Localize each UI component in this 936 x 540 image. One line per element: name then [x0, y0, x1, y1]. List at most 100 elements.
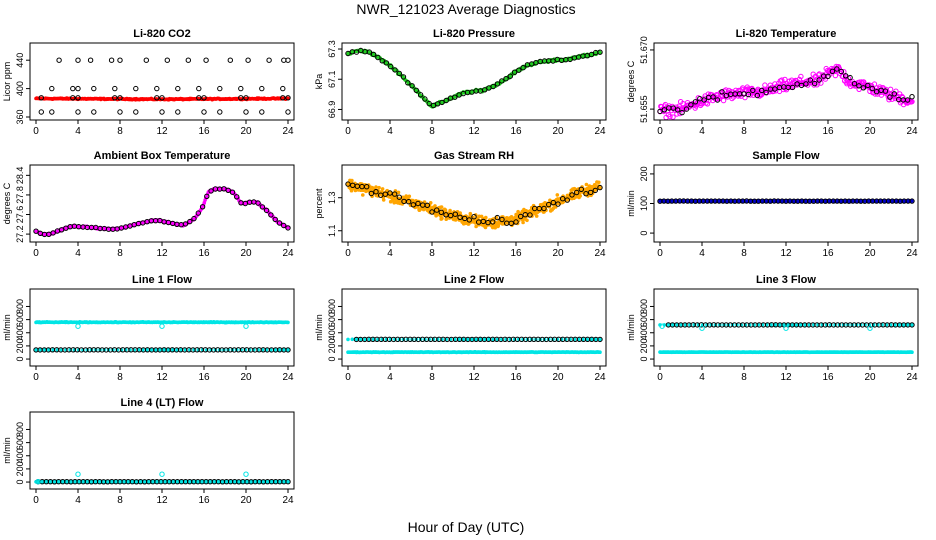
data-point — [285, 95, 291, 101]
data-point — [406, 199, 412, 205]
data-point — [897, 323, 901, 327]
data-point — [400, 74, 407, 80]
data-point — [379, 58, 385, 64]
plot-frame — [29, 288, 295, 367]
data-point — [440, 216, 444, 221]
x-tick-label: 8 — [117, 495, 123, 506]
data-point — [438, 209, 444, 216]
data-point — [508, 220, 514, 227]
data-point — [227, 57, 234, 63]
data-point — [396, 70, 402, 77]
y-tick-label: 400 — [639, 325, 649, 340]
data-point — [370, 51, 377, 58]
data-point — [490, 83, 496, 90]
x-tick-label: 4 — [699, 126, 705, 137]
y-tick-label: 360 — [15, 109, 25, 124]
y-tick-label: 100 — [639, 196, 649, 211]
data-point — [255, 200, 261, 206]
data-point — [534, 214, 539, 218]
x-tick-label: 4 — [75, 126, 81, 137]
data-point — [803, 198, 809, 204]
data-point — [417, 92, 424, 98]
data-point — [750, 87, 756, 94]
data-point — [117, 57, 123, 63]
data-point — [388, 190, 393, 195]
y-tick-label: 1.3 — [327, 191, 337, 204]
x-tick-label: 8 — [117, 248, 123, 259]
data-point — [285, 57, 291, 63]
y-tick-label: 600 — [639, 312, 649, 327]
data-point — [812, 73, 819, 80]
data-point — [677, 198, 683, 204]
x-tick-label: 4 — [387, 372, 393, 383]
chart-title: Li-820 Pressure — [433, 28, 515, 40]
y-tick-label: 200 — [639, 166, 649, 181]
y-tick-label: 27.8 — [15, 186, 25, 204]
x-tick-label: 0 — [345, 126, 351, 137]
y-tick-label: 51.655 — [639, 95, 649, 123]
data-point — [807, 77, 813, 83]
data-point — [424, 202, 430, 209]
data-point — [589, 337, 594, 342]
data-point — [243, 95, 249, 101]
data-point — [354, 337, 359, 342]
data-point — [578, 186, 584, 193]
data-point — [196, 85, 202, 92]
data-point — [243, 323, 249, 329]
data-point — [679, 109, 685, 116]
data-point — [546, 201, 552, 208]
data-point — [909, 198, 915, 204]
plot-frame — [29, 411, 295, 490]
x-tick-label: 24 — [594, 372, 606, 383]
data-point — [361, 193, 365, 197]
data-point — [891, 91, 897, 97]
chart-title: Li-820 CO2 — [133, 28, 190, 40]
data-point — [901, 323, 906, 327]
x-tick-label: 24 — [906, 126, 918, 137]
chart-panel: Ambient Box Temperature degrees C 0 4 8 12 16 2… — [2, 150, 295, 259]
data-point — [773, 323, 778, 327]
data-point — [470, 337, 474, 342]
y-tick-label: 400 — [15, 325, 25, 340]
data-point — [762, 82, 768, 88]
x-tick-label: 16 — [510, 372, 522, 383]
data-point — [364, 184, 370, 190]
x-tick-label: 20 — [864, 372, 876, 383]
data-point — [345, 181, 351, 187]
data-point — [812, 80, 818, 87]
data-point — [483, 225, 488, 230]
data-layer — [345, 178, 603, 230]
data-point — [238, 95, 244, 101]
x-tick-label: 8 — [741, 248, 747, 259]
data-point — [273, 348, 278, 352]
data-point — [366, 49, 373, 55]
data-point — [474, 224, 478, 229]
data-point — [782, 76, 788, 83]
y-axis-label: percent — [314, 188, 324, 219]
data-point — [910, 323, 914, 327]
data-point — [856, 83, 862, 89]
y-axis-label: kPa — [314, 74, 324, 90]
data-point — [513, 219, 519, 225]
data-point — [666, 323, 671, 327]
data-point — [507, 73, 513, 79]
data-point — [484, 215, 488, 220]
data-point — [794, 323, 799, 327]
data-point — [286, 96, 290, 101]
data-point — [368, 190, 374, 197]
data-point — [521, 220, 525, 225]
data-point — [259, 109, 265, 115]
x-tick-label: 16 — [510, 248, 522, 259]
data-point — [585, 337, 589, 342]
data-point — [871, 81, 878, 87]
data-point — [204, 193, 210, 200]
data-point — [772, 86, 778, 92]
data-point — [560, 196, 566, 202]
data-point — [276, 220, 283, 226]
data-point — [280, 95, 286, 101]
data-point — [909, 322, 915, 328]
data-point — [285, 479, 291, 485]
data-point — [511, 69, 518, 75]
